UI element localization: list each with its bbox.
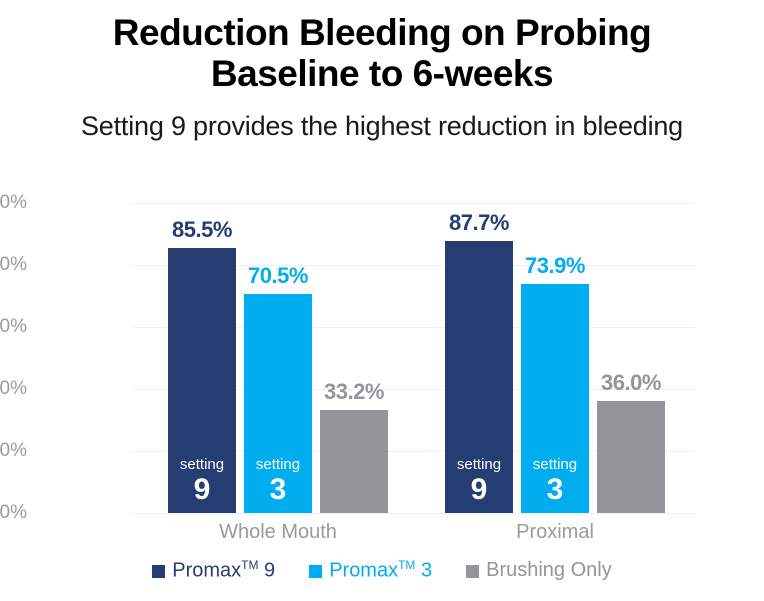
bar-value-label: 70.5% bbox=[248, 263, 308, 289]
bar-value-label: 85.5% bbox=[172, 216, 232, 242]
plot-area: 0%20%40%60%80%100% 85.5%setting970.5%set… bbox=[0, 192, 695, 543]
y-axis-tick-label: 60% bbox=[0, 316, 27, 337]
bar[interactable]: 87.7% setting 9 bbox=[445, 210, 513, 513]
setting-word: setting bbox=[456, 456, 502, 473]
legend-label: PromaxTM 9 bbox=[172, 558, 276, 582]
setting-word: setting bbox=[532, 456, 578, 473]
legend-item[interactable]: PromaxTM 3 bbox=[309, 558, 432, 583]
legend-swatch-icon bbox=[152, 564, 166, 578]
bar-value-label: 36.0% bbox=[601, 370, 661, 396]
y-axis-tick-label: 100% bbox=[0, 192, 27, 213]
setting-number: 9 bbox=[193, 472, 211, 506]
gridline bbox=[132, 203, 695, 204]
page-title: Reduction Bleeding on Probing Baseline t… bbox=[16, 12, 748, 95]
x-axis-category-label: Whole Mouth bbox=[219, 521, 337, 543]
page-subtitle: Setting 9 provides the highest reduction… bbox=[80, 110, 684, 141]
setting-word: setting bbox=[255, 456, 301, 473]
chart-container: 0%20%40%60%80%100% 85.5%setting970.5%set… bbox=[0, 188, 764, 543]
bar-value-label: 73.9% bbox=[525, 252, 585, 278]
bar[interactable]: 33.2% bbox=[320, 379, 388, 513]
legend-swatch-icon bbox=[466, 564, 480, 578]
setting-number: 3 bbox=[269, 472, 287, 506]
bar[interactable]: 70.5% setting 3 bbox=[244, 263, 312, 513]
gridline bbox=[132, 513, 695, 514]
legend-item[interactable]: Brushing Only bbox=[466, 559, 612, 582]
page-title-line-1: Reduction Bleeding on Probing bbox=[112, 12, 652, 53]
page-title-line-2: Baseline to 6-weeks bbox=[210, 53, 554, 95]
y-axis-tick-label: 80% bbox=[0, 254, 27, 275]
legend-item[interactable]: PromaxTM 9 bbox=[152, 558, 275, 583]
y-axis-tick-label: 40% bbox=[0, 378, 27, 399]
legend-label: PromaxTM 3 bbox=[329, 558, 433, 582]
legend: PromaxTM 9 PromaxTM 3 Brushing Only bbox=[0, 558, 764, 583]
x-axis-category-label: Proximal bbox=[516, 521, 594, 543]
y-axis-tick-label: 0% bbox=[0, 502, 27, 523]
gridline bbox=[132, 265, 695, 266]
y-axis-tick-label: 20% bbox=[0, 440, 27, 461]
bar[interactable]: 85.5% setting 9 bbox=[168, 217, 236, 513]
gridline bbox=[132, 389, 695, 390]
bar-setting-label: setting 9 bbox=[168, 456, 236, 513]
bar-value-label: 87.7% bbox=[449, 210, 509, 236]
title-block: Reduction Bleeding on Probing Baseline t… bbox=[0, 0, 764, 142]
bar-setting-label: setting 3 bbox=[521, 456, 589, 513]
bar-setting-label: setting 9 bbox=[445, 456, 513, 513]
bar-value-label: 33.2% bbox=[324, 379, 384, 405]
setting-number: 9 bbox=[470, 472, 488, 506]
setting-word: setting bbox=[179, 456, 225, 473]
legend-label: Brushing Only bbox=[486, 558, 612, 581]
bar-setting-label: setting 3 bbox=[244, 456, 312, 513]
gridline bbox=[132, 327, 695, 328]
bar[interactable]: 73.9% setting 3 bbox=[521, 253, 589, 513]
legend-swatch-icon bbox=[309, 564, 323, 578]
setting-number: 3 bbox=[546, 472, 564, 506]
bar[interactable]: 36.0% bbox=[597, 370, 665, 513]
gridline bbox=[132, 451, 695, 452]
